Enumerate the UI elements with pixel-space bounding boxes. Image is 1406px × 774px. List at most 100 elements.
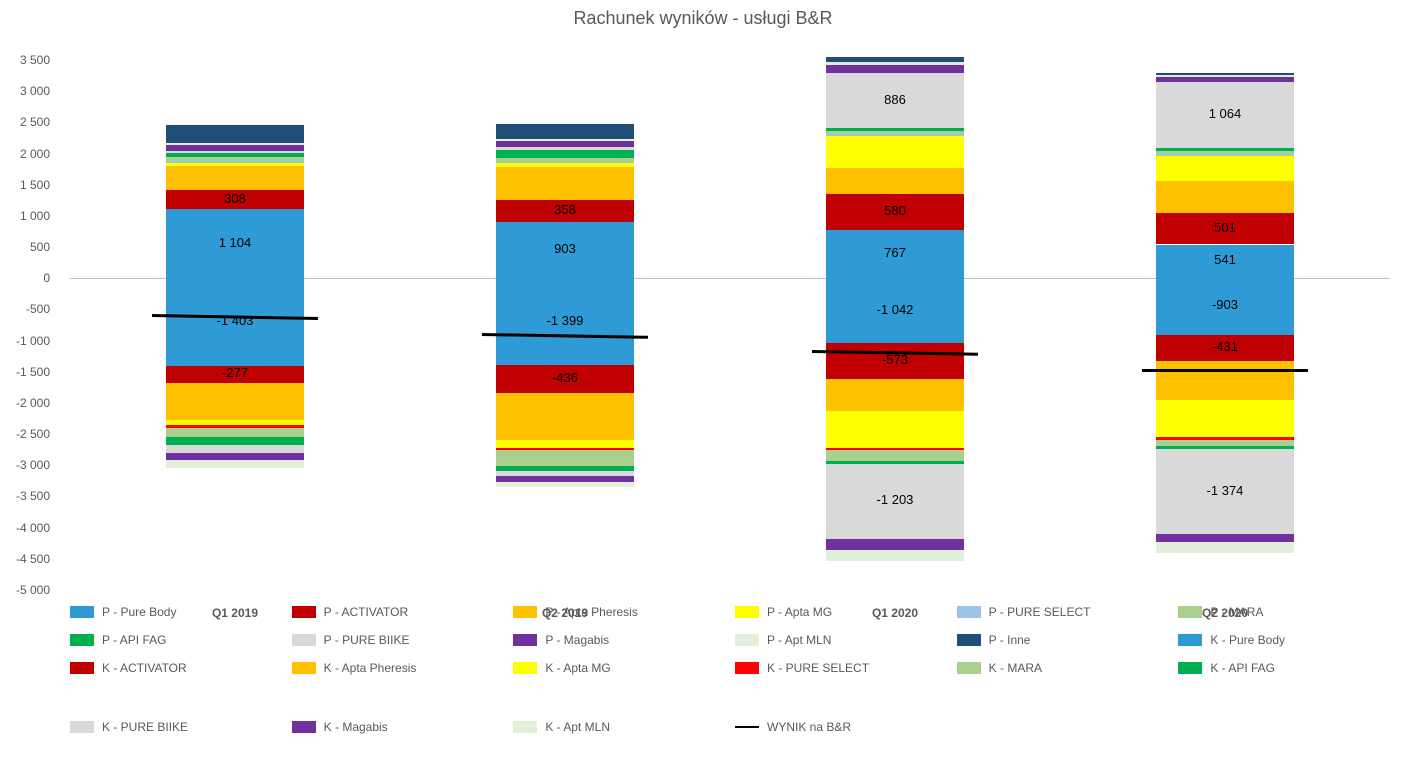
bar-segment xyxy=(1156,156,1295,181)
bar-segment xyxy=(166,460,305,467)
legend-label: K - MARA xyxy=(989,661,1042,675)
legend-swatch xyxy=(1178,634,1202,646)
bar-segment xyxy=(1156,73,1295,75)
legend-item: P - PURE SELECT xyxy=(957,605,1169,619)
y-tick: 2 500 xyxy=(20,115,50,129)
legend-swatch xyxy=(957,606,981,618)
legend-row4: K - PURE BIIKE K - Magabis K - Apt MLN WYNI… xyxy=(70,720,1390,734)
y-tick: 1 000 xyxy=(20,209,50,223)
legend-swatch xyxy=(735,606,759,618)
bar-segment xyxy=(1156,151,1295,155)
bar-segment xyxy=(496,450,635,466)
bar-value-label: 886 xyxy=(826,92,965,107)
bar-segment xyxy=(826,57,965,61)
bar-value-label: 1 104 xyxy=(166,235,305,250)
legend-item: K - ACTIVATOR xyxy=(70,661,282,675)
legend-item: P - PURE BIIKE xyxy=(292,633,504,647)
y-tick: -5 000 xyxy=(16,583,50,597)
legend-item: K - PURE BIIKE xyxy=(70,720,282,734)
legend-label: P - PURE BIIKE xyxy=(324,633,410,647)
y-tick: -1 500 xyxy=(16,365,50,379)
bar-segment xyxy=(1156,534,1295,541)
bar-value-label: -277 xyxy=(166,365,305,380)
legend-line-swatch xyxy=(735,726,759,728)
bar-segment xyxy=(496,139,635,141)
legend-label: P - Pure Body xyxy=(102,605,176,619)
bar-segment xyxy=(496,482,635,487)
legend-label: P - Apta Pheresis xyxy=(545,605,638,619)
legend-label: K - Pure Body xyxy=(1210,633,1285,647)
y-tick: -1 000 xyxy=(16,334,50,348)
legend-item: P - MARA xyxy=(1178,605,1390,619)
bar-segment xyxy=(826,539,965,550)
bar-segment xyxy=(1156,155,1295,156)
bar-segment xyxy=(166,151,305,153)
bar-value-label: -1 042 xyxy=(826,302,965,317)
legend-label: P - Apta MG xyxy=(767,605,832,619)
legend-item: K - Apta MG xyxy=(513,661,725,675)
bar-segment xyxy=(166,163,305,167)
legend-label: P - Inne xyxy=(989,633,1031,647)
bar-segment xyxy=(826,134,965,135)
legend-label: K - API FAG xyxy=(1210,661,1275,675)
bar-segment xyxy=(166,161,305,163)
bar-value-label: -1 399 xyxy=(496,313,635,328)
bar-segment xyxy=(166,166,305,190)
chart-title: Rachunek wyników - usługi B&R xyxy=(0,0,1406,29)
legend-item: K - MARA xyxy=(957,661,1169,675)
legend-item: P - Apt MLN xyxy=(735,633,947,647)
bar-segment xyxy=(166,145,305,151)
legend-label: P - MARA xyxy=(1210,605,1263,619)
bar-segment xyxy=(1156,75,1295,77)
bar-segment xyxy=(826,136,965,168)
legend-label: K - Apt MLN xyxy=(545,720,610,734)
legend-label: P - API FAG xyxy=(102,633,166,647)
bar-segment xyxy=(496,150,635,159)
legend-swatch xyxy=(513,662,537,674)
legend-swatch xyxy=(70,662,94,674)
bar-segment xyxy=(826,62,965,66)
legend-label: K - Magabis xyxy=(324,720,388,734)
bar-value-label: -1 374 xyxy=(1156,483,1295,498)
bar-segment xyxy=(1156,361,1295,400)
y-tick: -500 xyxy=(26,302,50,316)
legend-label: P - ACTIVATOR xyxy=(324,605,408,619)
bar-segment xyxy=(496,162,635,163)
legend-item: P - Inne xyxy=(957,633,1169,647)
legend-item: P - Apta MG xyxy=(735,605,947,619)
legend-item: K - Apt MLN xyxy=(513,720,725,734)
bar-segment xyxy=(496,124,635,139)
y-tick: -4 500 xyxy=(16,552,50,566)
y-tick: 3 500 xyxy=(20,53,50,67)
legend-swatch xyxy=(513,721,537,733)
legend-label: P - Apt MLN xyxy=(767,633,831,647)
bar-segment xyxy=(166,453,305,460)
y-tick: 500 xyxy=(30,240,50,254)
bar-segment xyxy=(496,440,635,447)
legend-item: WYNIK na B&R xyxy=(735,720,947,734)
chart-container: Rachunek wyników - usługi B&R 3 500 3 000… xyxy=(0,0,1406,774)
bar-value-label: 767 xyxy=(826,245,965,260)
legend-swatch xyxy=(292,606,316,618)
legend-swatch xyxy=(70,606,94,618)
bar-segment xyxy=(496,167,635,199)
y-tick: -2 500 xyxy=(16,427,50,441)
bar-segment xyxy=(496,163,635,167)
bar-segment xyxy=(826,411,965,447)
bar-segment xyxy=(166,383,305,420)
y-tick: 3 000 xyxy=(20,84,50,98)
bar-value-label: 1 064 xyxy=(1156,106,1295,121)
bar-segment xyxy=(1156,181,1295,213)
plot-area: 1 104308-1 403-277Q1 2019903358-1 399-43… xyxy=(70,60,1390,590)
legend-item: P - API FAG xyxy=(70,633,282,647)
bar-value-label: 308 xyxy=(166,191,305,206)
legend-swatch xyxy=(292,721,316,733)
legend-swatch xyxy=(735,634,759,646)
bar-segment xyxy=(166,437,305,446)
legend-swatch xyxy=(292,662,316,674)
legend-label: P - PURE SELECT xyxy=(989,605,1091,619)
bar-segment xyxy=(496,393,635,440)
bar-segment xyxy=(166,125,305,142)
bar-segment xyxy=(826,131,965,135)
legend-item: P - ACTIVATOR xyxy=(292,605,504,619)
